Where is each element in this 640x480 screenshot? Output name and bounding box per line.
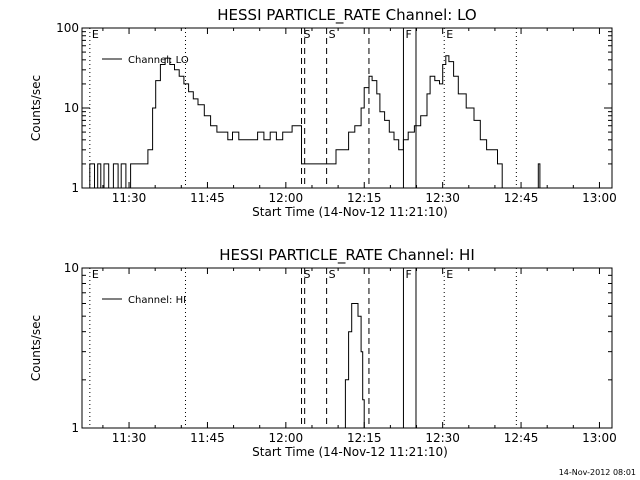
annotation-label-e: E: [446, 28, 453, 41]
legend-entry: Channel: LO: [128, 55, 189, 66]
series-line-1: [342, 303, 365, 428]
y-tick-label: 1: [71, 421, 79, 435]
x-tick-label: 12:15: [347, 431, 382, 445]
chart-panel-1: HESSI PARTICLE_RATE Channel: LO E S S F E 11:3…: [29, 6, 617, 219]
x-tick-label: 12:00: [269, 431, 304, 445]
annotation-label-f: F: [405, 268, 411, 281]
x-tick-label: 12:30: [425, 431, 460, 445]
x-tick-label: 11:45: [190, 431, 225, 445]
y-tick-label: 10: [64, 101, 79, 115]
series-line-1: [85, 55, 541, 188]
x-tick-label: 13:00: [582, 431, 617, 445]
x-axis-label: Start Time (14-Nov-12 11:21:10): [252, 205, 448, 219]
annotation-label-s: S: [329, 28, 336, 41]
legend-entry: Channel: HI: [128, 295, 186, 306]
annotation-label-e: E: [92, 28, 99, 41]
x-tick-label: 12:45: [504, 191, 539, 205]
annotation-label-e: E: [446, 268, 453, 281]
x-tick-label: 12:45: [504, 431, 539, 445]
chart-panels: HESSI PARTICLE_RATE Channel: LO E S S F E 11:3…: [29, 6, 617, 459]
timestamp-footer: 14-Nov-2012 08:01: [559, 468, 636, 477]
plot-frame: [81, 27, 613, 189]
annotation-label-f: F: [405, 28, 411, 41]
y-tick-label: 10: [64, 261, 79, 275]
x-axis-label: Start Time (14-Nov-12 11:21:10): [252, 445, 448, 459]
x-tick-label: 12:00: [269, 191, 304, 205]
x-tick-label: 11:30: [112, 191, 147, 205]
chart-panel-2: HESSI PARTICLE_RATE Channel: HI E S S F E 11:3…: [29, 246, 617, 459]
annotation-label-s: S: [304, 268, 311, 281]
chart-title: HESSI PARTICLE_RATE Channel: LO: [217, 6, 476, 25]
chart-title: HESSI PARTICLE_RATE Channel: HI: [219, 246, 475, 265]
annotation-label-s: S: [304, 28, 311, 41]
annotation-label-e: E: [92, 268, 99, 281]
x-tick-label: 11:45: [190, 191, 225, 205]
plot-frame: [81, 267, 613, 429]
y-axis-label: Counts/sec: [29, 315, 43, 381]
x-tick-label: 12:15: [347, 191, 382, 205]
x-tick-label: 13:00: [582, 191, 617, 205]
annotation-label-s: S: [329, 268, 336, 281]
x-tick-label: 11:30: [112, 431, 147, 445]
y-tick-label: 1: [71, 181, 79, 195]
x-tick-label: 12:30: [425, 191, 460, 205]
y-axis-label: Counts/sec: [29, 75, 43, 141]
y-tick-label: 100: [56, 21, 79, 35]
